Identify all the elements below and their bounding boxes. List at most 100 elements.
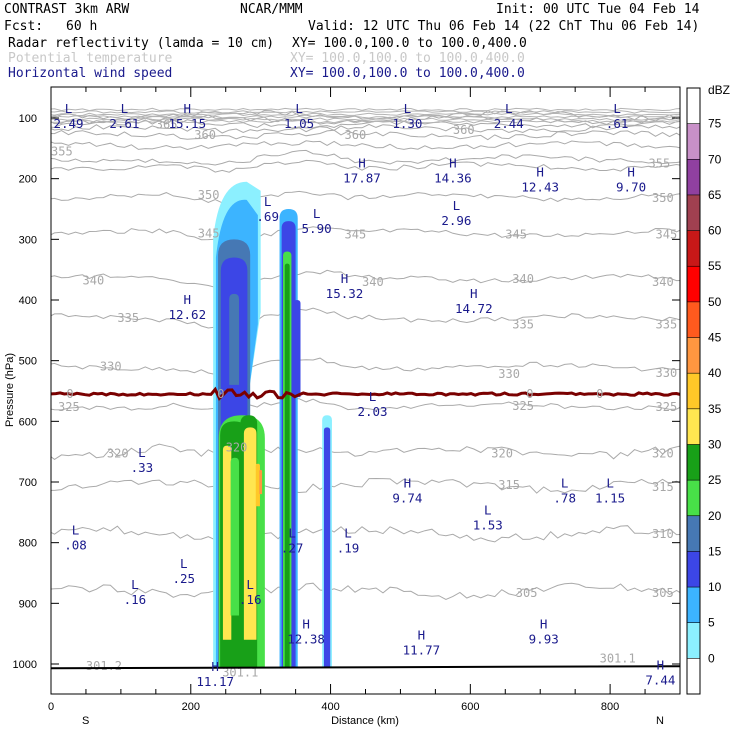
theta-contours [51,107,680,600]
theta-label: 365 [156,118,178,132]
colorbar-swatch [687,337,700,374]
wind-extremum-value: .61 [606,116,629,131]
theta-label: 325 [512,399,534,413]
wind-extremum-value: .27 [281,541,304,556]
wind-extremum-type: H [211,659,219,674]
theta-label: 315 [652,480,674,494]
fcst-label: Fcst: [4,19,43,34]
wind-extremum-value: .33 [131,460,154,475]
wind-extremum-type: L [121,101,129,116]
wind-extremum-value: 2.49 [53,116,83,131]
org-title: NCAR/MMM [240,2,303,17]
freezing-level-line [51,386,680,401]
reflectivity-cell [229,293,240,385]
colorbar-label: 20 [708,509,722,523]
field-name-reflectivity: Radar reflectivity (lamda = 10 cm) [8,36,274,51]
wind-extremum-value: .08 [64,538,87,553]
wind-extremum-type: L [505,101,513,116]
colorbar-swatch [687,408,700,445]
theta-contour-line [51,119,680,129]
reflectivity-cell [222,445,232,640]
wind-extremum-type: L [72,523,80,538]
colorbar-swatch [687,515,700,552]
theta-contour-line-upper [51,117,680,121]
field-xy-theta: XY= 100.0,100.0 to 100.0,400.0 [290,51,525,66]
colorbar-swatch [687,373,700,409]
reflectivity-cell [230,457,240,616]
wind-extremum-type: L [404,101,412,116]
colorbar-unit: dBZ [708,83,730,97]
colorbar-swatch [687,123,700,160]
wind-extremum-type: L [264,194,272,209]
theta-contour-line [51,190,680,205]
wind-extremum-value: 5.90 [302,221,332,236]
colorbar-swatch [687,658,700,694]
freezing-level-label: 0 [66,387,73,401]
wind-extremum-type: H [449,156,457,171]
wind-extremum-value: 9.93 [529,632,559,647]
endpoint-south: S [82,715,89,727]
wind-extremum-type: H [657,657,665,672]
wind-extremum-value: 17.87 [343,171,381,186]
colorbar-label: 0 [708,651,715,665]
theta-contour-line-upper [51,107,680,112]
colorbar-swatch [687,551,700,588]
theta-label: 325 [58,400,80,414]
wind-extremum-value: 15.32 [326,286,364,301]
colorbar-swatch [687,230,700,267]
wind-extremum-type: L [561,475,569,490]
wind-extremum-value: 9.70 [616,180,646,195]
reflectivity-cell [243,427,257,640]
wind-extremum-value: 2.61 [109,116,139,131]
wind-extremum-type: L [484,503,492,518]
wind-extremum-value: 2.96 [441,213,471,228]
wind-extremum-value: 1.15 [595,490,625,505]
theta-label: 335 [512,317,534,331]
freezing-level-label: 0 [217,387,224,401]
y-axis: 100 200 300 400 500 600 700 800 900 1000 [13,113,680,671]
colorbar-swatch [687,266,700,302]
wind-extremum-type: L [288,526,296,541]
theta-contour-line [51,140,680,151]
y-tick-label: 900 [19,598,37,610]
wind-extremum-type: H [184,292,192,307]
wind-extremum-type: L [613,101,621,116]
wind-extremum-type: L [369,389,377,404]
theta-label: 340 [512,272,534,286]
wind-extremum-type: L [313,206,321,221]
y-tick-label: 100 [19,113,37,125]
wind-extremum-value: 1.05 [284,116,314,131]
wind-extremum-type: L [131,577,139,592]
wind-extremum-type: L [180,556,188,571]
colorbar-label: 75 [708,117,722,131]
wind-extremum-type: H [540,617,548,632]
wind-extremum-type: L [65,101,73,116]
colorbar-swatch [687,444,700,481]
wind-extremum-value: 11.17 [196,674,234,689]
y-tick-label: 300 [19,234,37,246]
theta-contour-line [51,269,680,291]
wind-speed-extrema: L2.49L2.61H15.15L1.05L1.30L2.44L.61H17.8… [53,101,675,689]
theta-label: 305 [652,586,674,600]
wind-extremum-value: 14.72 [455,301,493,316]
theta-label: 340 [362,275,384,289]
x-tick-label: 0 [48,701,54,713]
theta-contour-line [51,307,680,329]
theta-label: 330 [656,366,678,380]
y-tick-label: 400 [19,295,37,307]
wind-extremum-type: H [627,165,635,180]
wind-extremum-value: 12.62 [168,307,206,322]
colorbar-swatch [687,159,700,195]
theta-label: 355 [649,157,671,171]
x-tick-label: 200 [182,701,200,713]
theta-label: 335 [117,311,139,325]
x-tick-label: 600 [461,701,479,713]
wind-extremum-type: L [453,198,461,213]
wind-extremum-value: .19 [337,541,360,556]
theta-contour-line [51,443,680,461]
theta-label: 320 [491,447,513,461]
colorbar-label: 5 [708,616,715,630]
colorbar-label: 35 [708,402,722,416]
